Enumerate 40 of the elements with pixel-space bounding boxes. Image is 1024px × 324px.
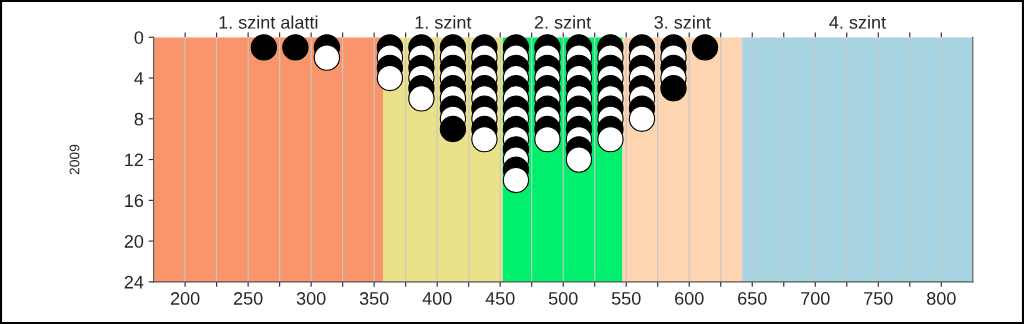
point: [660, 75, 687, 102]
x-tick-label: 600: [675, 292, 704, 305]
y-tick-label: 4: [134, 72, 144, 85]
band-label: 1. szint: [415, 15, 472, 29]
x-tick-label: 400: [422, 292, 452, 305]
x-tick-label: 450: [485, 292, 515, 305]
x-tick-label: 250: [233, 292, 263, 305]
band-label: 3. szint: [654, 15, 711, 29]
point: [408, 85, 435, 112]
y-tick-label: 24: [124, 275, 144, 289]
band-label: 1. szint alatti: [219, 15, 318, 29]
band-label: 2. szint: [534, 15, 592, 29]
y-tick-label: 20: [124, 235, 144, 248]
point: [691, 34, 719, 61]
x-tick-label: 700: [801, 292, 830, 305]
x-tick-label: 550: [611, 292, 641, 305]
y-axis-title: 2009: [69, 144, 80, 175]
x-tick-label: 500: [548, 292, 578, 305]
point: [313, 44, 341, 71]
x-tick-label: 800: [927, 292, 956, 305]
x-tick-label: 650: [738, 292, 767, 305]
point: [534, 126, 561, 153]
x-tick-label: 350: [359, 292, 389, 305]
x-tick-label: 300: [296, 292, 326, 305]
point: [376, 64, 404, 92]
point: [282, 34, 309, 61]
x-tick-label: 750: [864, 292, 893, 305]
point: [565, 146, 593, 173]
point: [502, 166, 530, 194]
point: [471, 126, 498, 153]
y-tick-label: 12: [125, 153, 143, 167]
y-tick-label: 0: [134, 31, 144, 44]
x-tick-label: 200: [170, 292, 200, 305]
y-tick-label: 8: [134, 112, 144, 126]
y-tick-label: 16: [125, 194, 144, 208]
point: [628, 105, 656, 132]
point: [439, 115, 467, 143]
band-label: 4. szint: [829, 15, 886, 29]
point: [250, 34, 278, 61]
point: [597, 126, 624, 153]
